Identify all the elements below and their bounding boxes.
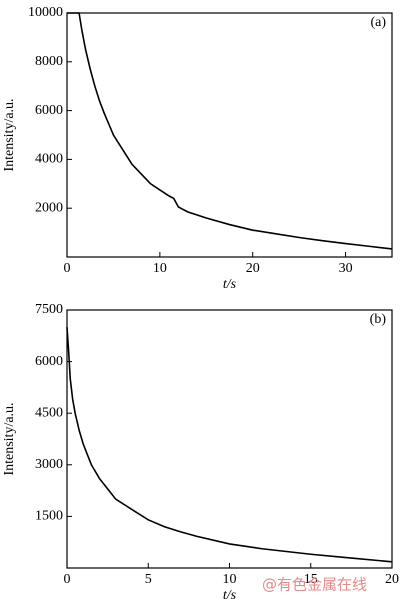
x-tick-label: 0 — [64, 261, 71, 276]
watermark: @有色金属在线 — [262, 576, 367, 594]
y-tick-label: 3000 — [35, 457, 63, 472]
y-tick-label: 6000 — [35, 354, 63, 369]
y-tick-label: 1500 — [35, 509, 63, 524]
panel-label: (a) — [370, 15, 386, 30]
x-tick-label: 15 — [304, 572, 318, 587]
x-tick-label: 0 — [64, 572, 71, 587]
x-tick-label: 20 — [246, 261, 260, 276]
x-tick-label: 30 — [339, 261, 353, 276]
y-tick-label: 10000 — [28, 5, 63, 20]
x-tick-label: 10 — [153, 261, 167, 276]
x-tick-label: 5 — [145, 572, 152, 587]
x-axis-label: t/s — [223, 588, 237, 601]
x-tick-label: 20 — [385, 572, 399, 587]
x-tick-label: 10 — [223, 572, 237, 587]
x-axis-label: t/s — [223, 277, 237, 292]
y-tick-label: 7500 — [35, 302, 63, 317]
y-axis-label: Intensity/a.u. — [2, 402, 17, 475]
y-tick-label: 4500 — [35, 405, 63, 420]
data-line — [67, 12, 393, 250]
y-tick-label: 4000 — [35, 152, 63, 167]
plot-frame — [66, 12, 393, 258]
panel-label: (b) — [370, 312, 387, 327]
y-tick-label: 8000 — [35, 54, 63, 69]
plot-frame — [66, 309, 393, 569]
y-axis-label: Intensity/a.u. — [2, 98, 17, 171]
data-line — [66, 327, 393, 563]
y-tick-label: 6000 — [35, 103, 63, 118]
y-tick-label: 2000 — [35, 200, 63, 215]
